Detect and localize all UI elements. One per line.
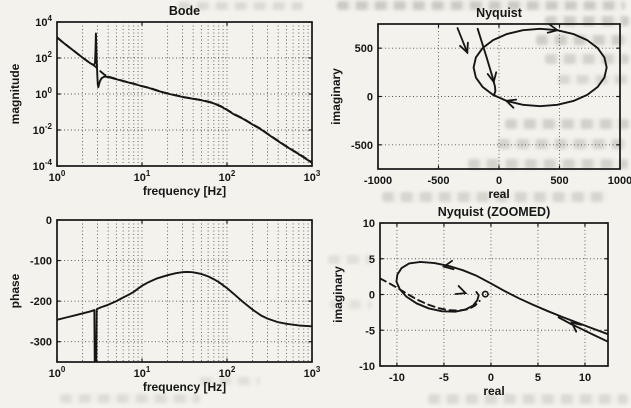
curve-solid <box>56 270 313 363</box>
curve-dashed <box>379 277 481 312</box>
y-tick-label: 104 <box>35 14 52 29</box>
y-tick-label: 0 <box>367 92 373 104</box>
x-tick-label: -5 <box>439 372 449 384</box>
y-tick-label: 10-2 <box>33 122 53 137</box>
y-axis-label: phase <box>8 273 22 308</box>
nyquist-plot: -1000 -500 0 500 1000 500 0 -500 real imaginary Ny… <box>329 6 631 201</box>
y-tick-label: -100 <box>30 256 52 268</box>
phase-plot: 100 101 102 103 0 -100 -200 -300 frequency [Hz] p… <box>8 215 321 394</box>
direction-arrow <box>504 98 518 109</box>
grid <box>380 223 608 366</box>
y-axis-label: magnitude <box>8 63 22 124</box>
x-tick-label: 101 <box>134 365 151 380</box>
grid <box>57 220 312 362</box>
plot-title: Nyquist (ZOOMED) <box>438 205 551 219</box>
curve-solid <box>56 32 313 164</box>
plot-title: Nyquist <box>476 6 523 20</box>
x-tick-label: 500 <box>550 175 568 187</box>
x-tick-label: 0 <box>488 372 494 384</box>
y-axis-label: imaginary <box>331 266 345 323</box>
y-tick-label: -200 <box>30 296 52 308</box>
y-tick-label: 10 <box>363 218 375 230</box>
x-tick-label: 101 <box>134 169 151 184</box>
y-tick-label: -5 <box>365 325 375 337</box>
x-axis-label: frequency [Hz] <box>143 380 226 394</box>
x-axis-label: frequency [Hz] <box>143 184 226 198</box>
plot-box <box>379 222 609 367</box>
y-tick-label: 10-4 <box>33 158 53 173</box>
x-tick-label: -10 <box>389 372 405 384</box>
y-tick-label: -10 <box>359 361 375 373</box>
x-tick-label: 0 <box>496 175 502 187</box>
series-group <box>56 270 313 363</box>
y-tick-label: -300 <box>30 337 52 349</box>
y-tick-label: 5 <box>369 254 375 266</box>
x-tick-label: 103 <box>304 365 321 380</box>
direction-arrow <box>546 23 560 34</box>
x-tick-label: 102 <box>219 169 236 184</box>
x-tick-label: 10 <box>579 372 591 384</box>
y-tick-label: -500 <box>351 140 373 152</box>
x-axis-label: real <box>488 187 509 201</box>
nyquist_zoomed-plot: -10 -5 0 5 10 10 5 0 -5 -10 real imaginary Nyquist (… <box>331 205 609 398</box>
direction-arrow <box>454 285 468 295</box>
bode_magnitude-plot: 100 101 102 103 104 102 100 10-2 10-4 frequency [… <box>8 4 321 198</box>
y-tick-label: 500 <box>355 43 373 55</box>
x-tick-label: -1000 <box>364 175 392 187</box>
circle-marker <box>481 290 489 298</box>
x-tick-label: 103 <box>304 169 321 184</box>
x-tick-label: 1000 <box>608 175 631 187</box>
y-tick-label: 0 <box>369 290 375 302</box>
plot-box <box>56 219 313 363</box>
series-group <box>472 27 608 108</box>
x-tick-label: 100 <box>49 365 66 380</box>
direction-arrow <box>486 71 498 85</box>
x-tick-label: 5 <box>535 372 541 384</box>
curve-solid <box>472 27 608 108</box>
y-tick-label: 100 <box>35 86 52 101</box>
grid <box>57 22 312 166</box>
annotation-arrow-head <box>459 41 469 55</box>
y-axis-label: imaginary <box>329 68 343 125</box>
plot-title: Bode <box>169 4 200 18</box>
series-group <box>56 32 313 164</box>
curve-solid <box>395 261 609 336</box>
x-tick-label: 100 <box>49 169 66 184</box>
x-tick-label: 102 <box>219 365 236 380</box>
series-group <box>379 261 609 343</box>
annotation-arrow-shaft <box>456 27 469 54</box>
x-axis-label: real <box>483 384 504 398</box>
x-tick-label: -500 <box>427 175 449 187</box>
direction-arrow <box>441 259 455 271</box>
y-tick-label: 102 <box>35 50 52 65</box>
y-tick-label: 0 <box>46 215 52 227</box>
direction-arrow <box>570 321 583 333</box>
curve-solid <box>557 316 609 343</box>
